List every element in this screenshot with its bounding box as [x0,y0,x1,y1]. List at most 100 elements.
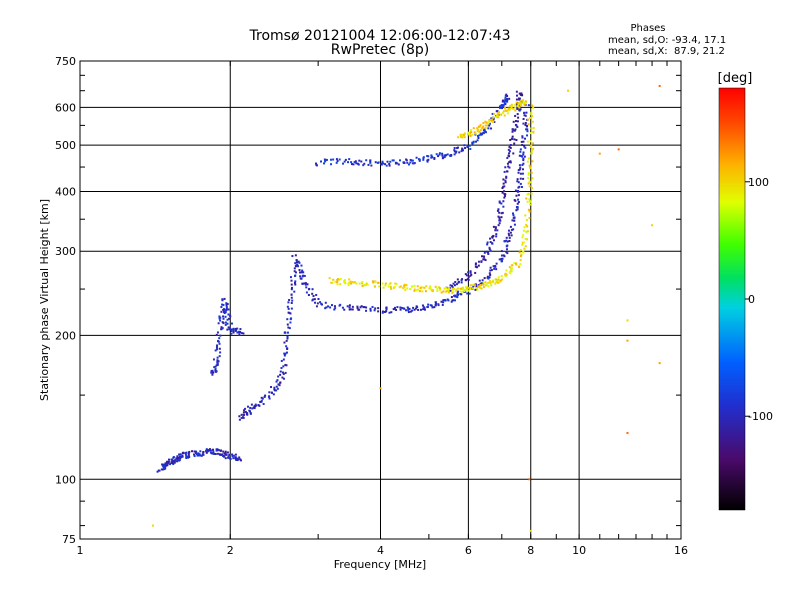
echo-point [493,112,496,115]
echo-point [479,129,482,132]
echo-point [514,128,517,131]
echo-point [519,248,522,251]
echo-point [521,236,524,239]
echo-point [282,377,285,380]
echo-point [521,168,524,171]
echo-point [455,288,458,291]
echo-point [498,218,501,221]
echo-point [405,159,408,162]
echo-point [423,308,426,311]
echo-point [177,456,180,459]
echo-point [495,110,498,113]
echo-point [532,106,535,109]
echo-point [463,132,466,135]
echo-point [512,120,515,123]
echo-point [355,282,358,285]
echo-point [440,291,443,294]
echo-point [474,140,477,143]
x-tick-label: 10 [572,544,586,557]
echo-point [277,383,280,386]
echo-point [417,288,420,291]
echo-point [403,162,406,165]
echo-point [364,284,367,287]
echo-point [466,292,469,295]
echo-point [464,278,467,281]
echo-point [469,284,472,287]
echo-point [235,457,238,460]
echo-point [517,194,520,197]
echo-point [284,331,287,334]
echo-point [170,458,173,461]
echo-point [433,306,436,309]
echo-point [443,154,446,157]
echo-point [267,395,270,398]
echo-point [437,155,440,158]
echo-point [510,228,513,231]
echo-point [288,298,291,301]
echo-point [519,93,522,96]
echo-point [323,162,326,165]
echo-point [475,284,478,287]
echo-point [497,215,500,218]
echo-point [516,208,519,211]
echo-point [358,282,361,285]
echo-point [531,120,534,123]
echo-point [315,293,318,296]
echo-point [505,251,508,254]
echo-point [344,282,347,285]
echo-point [225,453,228,456]
echo-point [476,139,479,142]
echo-point [335,161,338,164]
echo-point [231,453,234,456]
echo-point [501,191,504,194]
echo-point [275,380,278,383]
echo-point [285,339,288,342]
echo-point [415,156,418,159]
echo-point [330,304,333,307]
echo-point [530,192,533,195]
echo-point [341,306,344,309]
echo-point [506,248,509,251]
echo-point [372,281,375,284]
echo-point [369,309,372,312]
echo-point [281,371,284,374]
echo-point [507,165,510,168]
echo-point [418,158,421,161]
echo-point [418,290,421,293]
echo-point [284,371,287,374]
echo-point [490,269,493,272]
echo-point [238,333,241,336]
echo-point [454,295,457,298]
echo-point [498,222,501,225]
echo-point [527,123,530,126]
echo-point [343,308,346,311]
echo-point [519,108,522,111]
echo-point [217,322,220,325]
echo-point [468,144,471,147]
echo-point [221,454,224,457]
echo-point [184,453,187,456]
echo-point [507,232,510,235]
echo-point [516,107,519,110]
echo-point [224,311,227,314]
echo-point [276,379,279,382]
echo-point [454,281,457,284]
echo-point [515,205,518,208]
echo-point [205,451,208,454]
echo-point [492,234,495,237]
echo-point [185,451,188,454]
echo-point [374,161,377,164]
echo-point [445,287,448,290]
echo-point [508,266,511,269]
echo-point [224,315,227,318]
echo-point [234,329,237,332]
x-tick-label: 4 [377,544,384,557]
echo-point [435,153,438,156]
echo-point [517,201,520,204]
echo-point [469,134,472,137]
echo-point [415,288,418,291]
echo-point [230,328,233,331]
echo-point [393,306,396,309]
echo-point [465,288,468,291]
echo-point [513,219,516,222]
